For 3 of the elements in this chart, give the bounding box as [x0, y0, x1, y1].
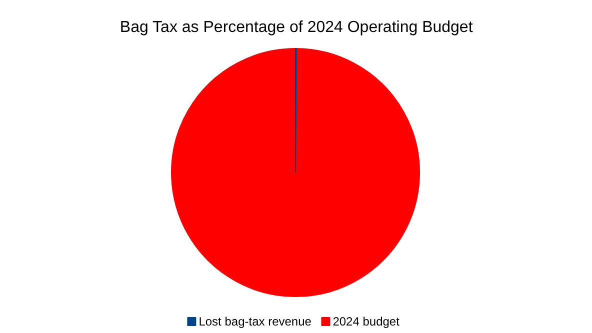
- chart-title: Bag Tax as Percentage of 2024 Operating Budget: [120, 19, 474, 36]
- legend-label: 2024 budget: [332, 314, 400, 328]
- legend-label: Lost bag-tax revenue: [198, 314, 312, 328]
